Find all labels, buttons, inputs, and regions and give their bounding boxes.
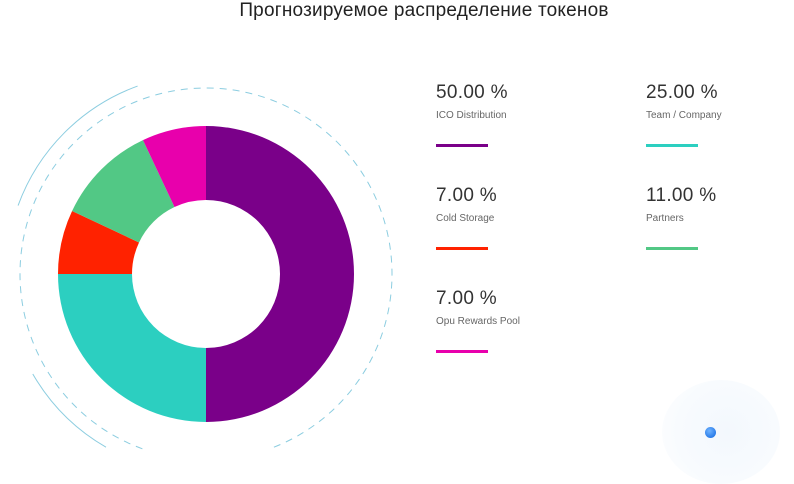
legend-label: Opu Rewards Pool	[436, 316, 520, 327]
legend-color-bar	[646, 144, 698, 147]
legend-color-bar	[436, 247, 488, 250]
legend-value: 7.00 %	[436, 288, 497, 309]
donut-slice-ico-distribution[interactable]	[206, 126, 354, 422]
legend-value: 7.00 %	[436, 185, 497, 206]
legend-label: Cold Storage	[436, 213, 495, 224]
legend-item: 7.00 % Opu Rewards Pool	[436, 288, 636, 353]
donut-slice-team-company[interactable]	[58, 274, 206, 422]
background-blob	[662, 380, 780, 484]
legend-value: 25.00 %	[646, 82, 718, 103]
decorative-ring-arc	[17, 85, 138, 206]
legend-value: 11.00 %	[646, 185, 717, 206]
legend-label: ICO Distribution	[436, 110, 507, 121]
page-title: Прогнозируемое распределение токенов	[239, 0, 609, 21]
donut-slices	[58, 126, 354, 422]
legend-color-bar	[436, 350, 488, 353]
decorative-ring-arc	[19, 87, 393, 450]
legend-item: 11.00 % Partners	[646, 185, 794, 250]
donut-slice-partners[interactable]	[72, 140, 175, 243]
legend-color-bar	[646, 247, 698, 250]
legend-item: 7.00 % Cold Storage	[436, 185, 636, 250]
donut-slice-cold-storage[interactable]	[58, 210, 140, 274]
legend-label: Partners	[646, 213, 684, 224]
legend-value: 50.00 %	[436, 82, 508, 103]
decorative-rings	[17, 85, 393, 450]
legend-color-bar	[436, 144, 488, 147]
legend-item: 50.00 % ICO Distribution	[436, 82, 636, 147]
decorative-ring-arc	[32, 373, 107, 448]
donut-slice-opu-rewards-pool[interactable]	[142, 126, 206, 208]
legend-label: Team / Company	[646, 110, 722, 121]
chat-widget-button[interactable]	[705, 427, 716, 438]
legend-item: 25.00 % Team / Company	[646, 82, 794, 147]
